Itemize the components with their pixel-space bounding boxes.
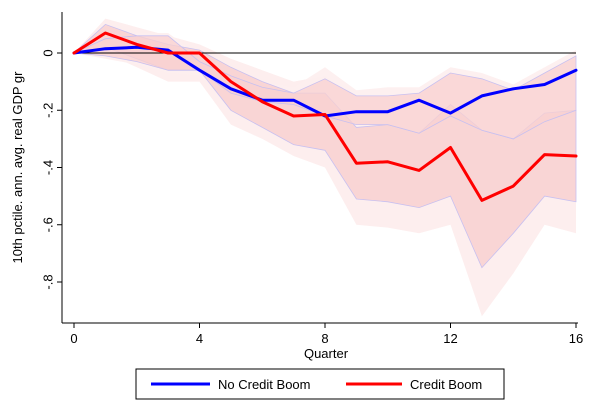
series-lines	[72, 31, 578, 202]
x-tick-label: 8	[321, 331, 328, 346]
axes	[57, 12, 578, 328]
y-tick-label: -.6	[40, 217, 55, 232]
y-axis-title: 10th pctile. ann. avg. real GDP gr	[10, 71, 25, 264]
legend: No Credit Boom Credit Boom	[135, 368, 505, 400]
y-tick-label: -.8	[40, 274, 55, 289]
x-tick-label: 4	[196, 331, 203, 346]
x-tick-label: 16	[569, 331, 583, 346]
series-line-credit-boom	[72, 31, 578, 202]
legend-label-no-credit-boom: No Credit Boom	[218, 377, 310, 392]
legend-label-credit-boom: Credit Boom	[410, 377, 482, 392]
x-tick-label: 0	[70, 331, 77, 346]
y-tick-label: -.2	[40, 103, 55, 118]
y-tick-label: 0	[40, 49, 55, 56]
x-tick-label: 12	[443, 331, 457, 346]
tick-labels: 0 4 8 12 16 0 -.2 -.4 -.6 -.8	[40, 49, 583, 346]
x-axis-title: Quarter	[304, 346, 349, 361]
confidence-bands	[72, 18, 577, 317]
y-tick-label: -.4	[40, 160, 55, 175]
